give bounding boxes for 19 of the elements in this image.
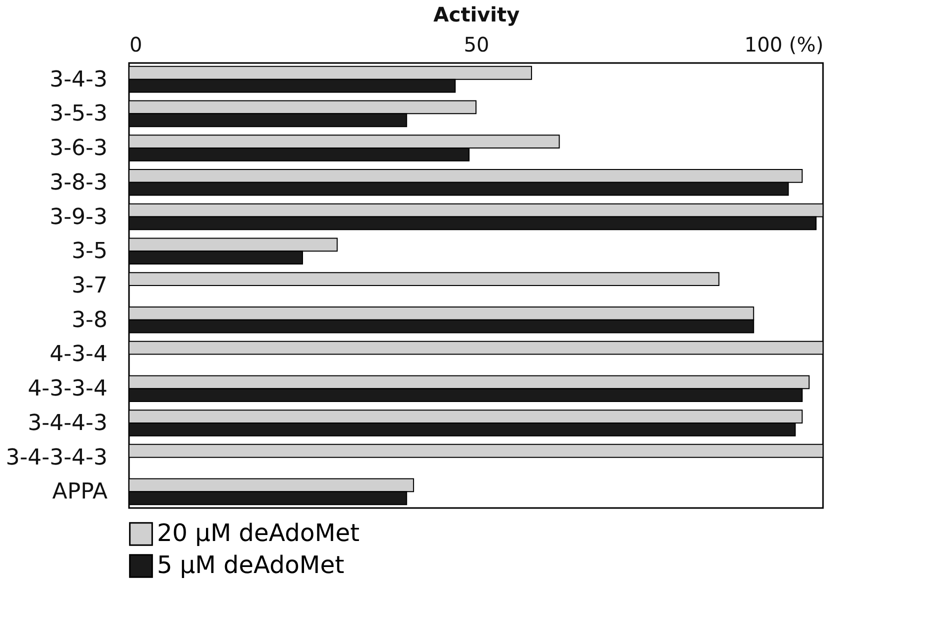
y-tick-label: 3-4-3 [50, 67, 108, 92]
y-tick-label: 3-4-4-3 [28, 410, 108, 436]
y-tick-label: 3-9-3 [50, 204, 108, 230]
y-tick-label: 3-7 [72, 274, 108, 298]
y-tick-label: 3-6-3 [50, 136, 108, 162]
x-tick-label: 50 [464, 32, 490, 56]
y-tick-label: 4-3-4 [50, 342, 108, 368]
y-tick-label: 3-5-3 [50, 102, 108, 127]
x-tick-label: 100 (%) [744, 32, 824, 56]
y-tick-label: 3-8 [72, 308, 108, 333]
y-tick-label: APPA [52, 480, 108, 505]
y-tick-label: 3-5 [72, 239, 108, 264]
y-tick-label: 4-3-3-4 [28, 376, 108, 402]
legend-label: 20 µM deAdoMet [157, 519, 360, 547]
x-tick-label: 0 [130, 32, 142, 56]
y-tick-label: 3-8-3 [50, 170, 108, 196]
y-tick-label: 3-4-3-4-3 [6, 445, 108, 470]
x-axis-title: Activity [433, 2, 520, 26]
legend-label: 5 µM deAdoMet [157, 551, 344, 579]
